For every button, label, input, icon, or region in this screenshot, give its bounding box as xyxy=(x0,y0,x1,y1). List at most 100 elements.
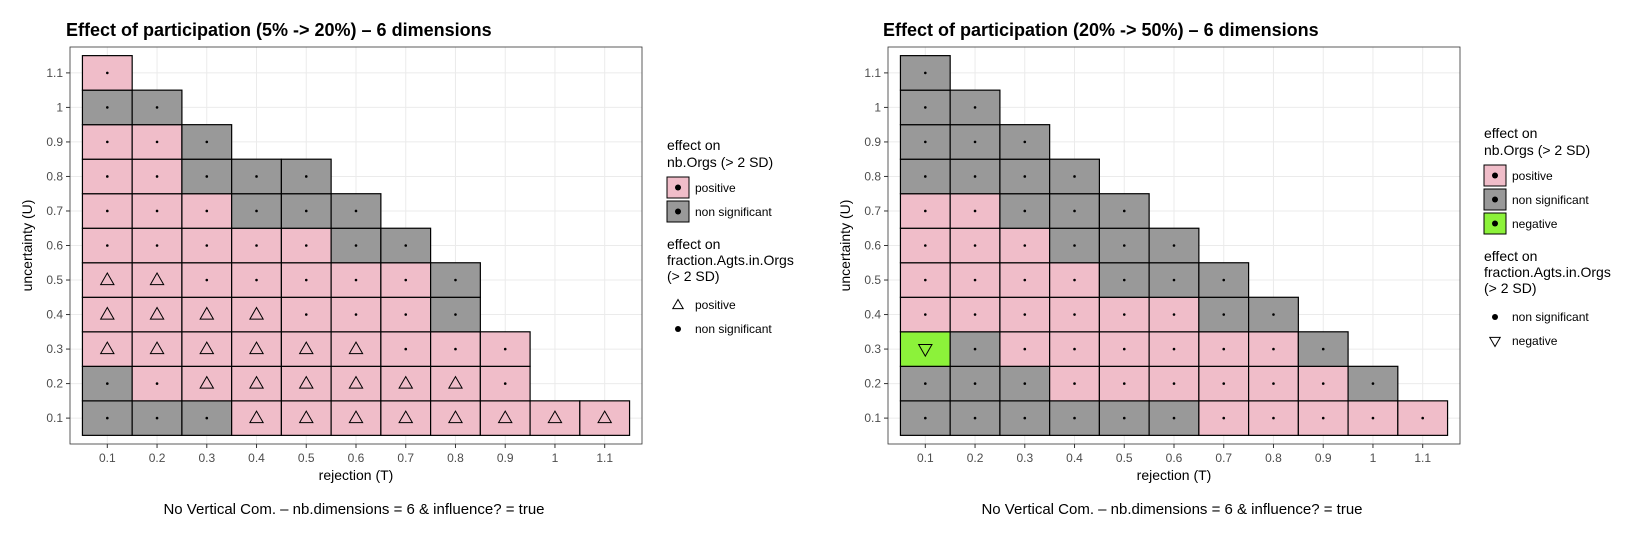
heatmap-tile xyxy=(280,331,332,367)
chart-title: Effect of participation (20% -> 50%) – 6… xyxy=(883,20,1319,40)
legend-fill-dot xyxy=(1492,220,1498,227)
heatmap-tile xyxy=(231,296,282,333)
tile-marker xyxy=(304,278,308,282)
y-tick-label: 0.1 xyxy=(46,411,63,425)
tile-marker xyxy=(155,106,159,109)
heatmap-tile xyxy=(999,365,1051,402)
tile-marker xyxy=(249,341,265,355)
x-tick-label: 0.4 xyxy=(248,451,265,465)
x-tick-label: 0.2 xyxy=(967,451,984,465)
y-tick-label: 0.8 xyxy=(46,169,63,183)
tile-marker xyxy=(398,410,414,424)
tile-marker xyxy=(1172,244,1176,247)
tile-marker xyxy=(205,416,209,420)
tile-marker xyxy=(924,244,927,247)
heatmap-tile xyxy=(181,365,233,402)
heatmap-tile xyxy=(899,331,951,367)
legend-fill-label: positive xyxy=(1512,169,1553,183)
x-tick-label: 1.1 xyxy=(596,451,613,465)
x-tick-label: 0.8 xyxy=(447,451,464,465)
tile-marker xyxy=(447,375,463,389)
tile-marker xyxy=(497,410,513,424)
tile-marker xyxy=(1222,347,1226,351)
tile-marker xyxy=(106,71,109,75)
tile-marker xyxy=(1023,313,1027,316)
legend-fill-dot xyxy=(675,208,681,215)
tile-marker xyxy=(199,341,215,355)
tile-marker xyxy=(454,278,457,282)
tile-marker xyxy=(205,278,209,282)
tile-marker xyxy=(973,175,977,178)
tile-marker xyxy=(547,410,563,424)
tile-marker xyxy=(454,313,457,316)
tile-marker xyxy=(1073,313,1076,316)
tile-marker xyxy=(1023,140,1027,144)
tile-marker xyxy=(1023,278,1027,282)
chart-panel-1: Effect of participation (5% -> 20%) – 6 … xyxy=(19,20,794,518)
heatmap-tile xyxy=(181,331,233,367)
tile-marker xyxy=(1073,209,1076,213)
tile-marker xyxy=(1371,416,1375,420)
tile-marker xyxy=(1272,347,1275,351)
tile-marker xyxy=(1073,347,1076,351)
y-tick-label: 0.1 xyxy=(864,411,881,425)
tile-marker xyxy=(249,410,265,424)
tile-marker xyxy=(354,313,358,316)
heatmap-tile xyxy=(131,262,183,298)
tile-marker xyxy=(1222,382,1226,385)
tile-marker xyxy=(155,175,159,178)
tile-marker xyxy=(1272,416,1275,420)
tile-marker xyxy=(1371,382,1375,385)
x-axis-label: rejection (T) xyxy=(1137,467,1212,483)
tile-marker xyxy=(348,410,364,424)
tile-marker xyxy=(304,244,308,247)
x-tick-label: 0.9 xyxy=(497,451,514,465)
y-tick-label: 0.5 xyxy=(46,273,63,287)
y-tick-label: 0.6 xyxy=(46,239,63,253)
chart-caption: No Vertical Com. – nb.dimensions = 6 & i… xyxy=(981,501,1362,518)
tile-marker xyxy=(106,106,109,109)
y-tick-label: 0.3 xyxy=(864,342,881,356)
legend-shape-title: fraction.Agts.in.Orgs xyxy=(1484,264,1611,280)
heatmap-tile xyxy=(430,400,481,436)
heatmap-tile xyxy=(330,365,382,402)
tile-marker xyxy=(348,375,364,389)
legend-fill-label: non significant xyxy=(1512,193,1589,207)
tile-marker xyxy=(255,209,258,213)
legend-fill-dot xyxy=(1492,172,1498,179)
heatmap-tile xyxy=(380,365,432,402)
y-tick-label: 0.5 xyxy=(864,273,881,287)
tile-marker xyxy=(404,347,408,351)
heatmap-tile xyxy=(231,365,282,402)
tile-marker xyxy=(106,175,109,178)
tile-marker xyxy=(106,416,109,420)
heatmap-tile xyxy=(280,400,332,436)
tile-marker xyxy=(106,140,109,144)
tile-marker xyxy=(404,244,408,247)
legend-shape-label: negative xyxy=(1512,334,1558,348)
tile-marker xyxy=(917,344,933,358)
tile-marker xyxy=(973,416,977,420)
y-tick-label: 0.7 xyxy=(864,204,881,218)
y-tick-label: 0.4 xyxy=(46,308,63,322)
tile-marker xyxy=(149,341,165,355)
tile-marker xyxy=(149,306,165,320)
tile-marker xyxy=(973,347,977,351)
legend-shape-title: effect on xyxy=(1484,248,1537,264)
legend-shape-label: non significant xyxy=(1512,310,1589,324)
tile-marker xyxy=(924,175,927,178)
tile-marker xyxy=(1272,313,1275,316)
tile-marker xyxy=(1023,382,1027,385)
tile-marker xyxy=(404,278,408,282)
legend-shape-title: effect on xyxy=(667,236,720,252)
tile-marker xyxy=(1222,313,1226,316)
tile-marker xyxy=(205,140,209,144)
legend-fill-title: effect on xyxy=(1484,125,1537,141)
tile-marker xyxy=(1222,278,1226,282)
tile-marker xyxy=(304,209,308,213)
y-tick-label: 1 xyxy=(874,100,881,114)
x-tick-label: 0.3 xyxy=(198,451,215,465)
tile-marker xyxy=(249,375,265,389)
tile-marker xyxy=(1023,244,1027,247)
